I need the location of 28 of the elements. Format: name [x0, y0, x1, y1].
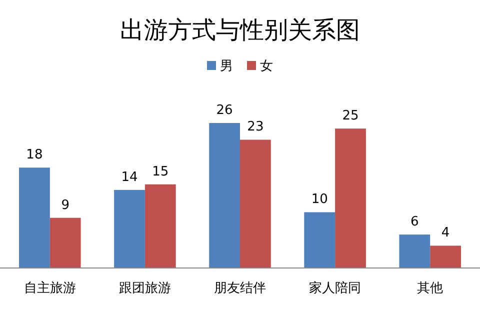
x-tick-label: 家人陪同	[309, 280, 362, 296]
bar	[430, 246, 461, 268]
bar	[335, 128, 366, 268]
bar	[240, 140, 271, 268]
bar	[19, 168, 50, 268]
bar	[50, 218, 81, 268]
chart-title: 出游方式与性别关系图	[120, 16, 360, 44]
legend-label: 男	[220, 59, 233, 74]
x-tick-label: 朋友结伴	[214, 280, 266, 296]
bar	[399, 234, 430, 268]
x-tick-label: 自主旅游	[24, 280, 76, 296]
data-label: 26	[216, 103, 233, 118]
data-label: 23	[247, 120, 264, 135]
data-label: 6	[410, 214, 419, 230]
data-label: 14	[121, 170, 138, 185]
data-label: 9	[61, 198, 70, 213]
bar	[304, 212, 336, 268]
bar	[209, 123, 240, 268]
x-tick-label: 其他	[417, 280, 444, 296]
bar	[114, 190, 145, 268]
data-label: 15	[152, 164, 169, 180]
x-tick-label: 跟团旅游	[118, 280, 171, 296]
data-label: 18	[26, 148, 43, 163]
data-label: 4	[441, 226, 450, 241]
legend-label: 女	[260, 59, 273, 74]
data-label: 10	[311, 192, 328, 208]
data-label: 25	[342, 108, 359, 124]
bar	[144, 184, 176, 268]
